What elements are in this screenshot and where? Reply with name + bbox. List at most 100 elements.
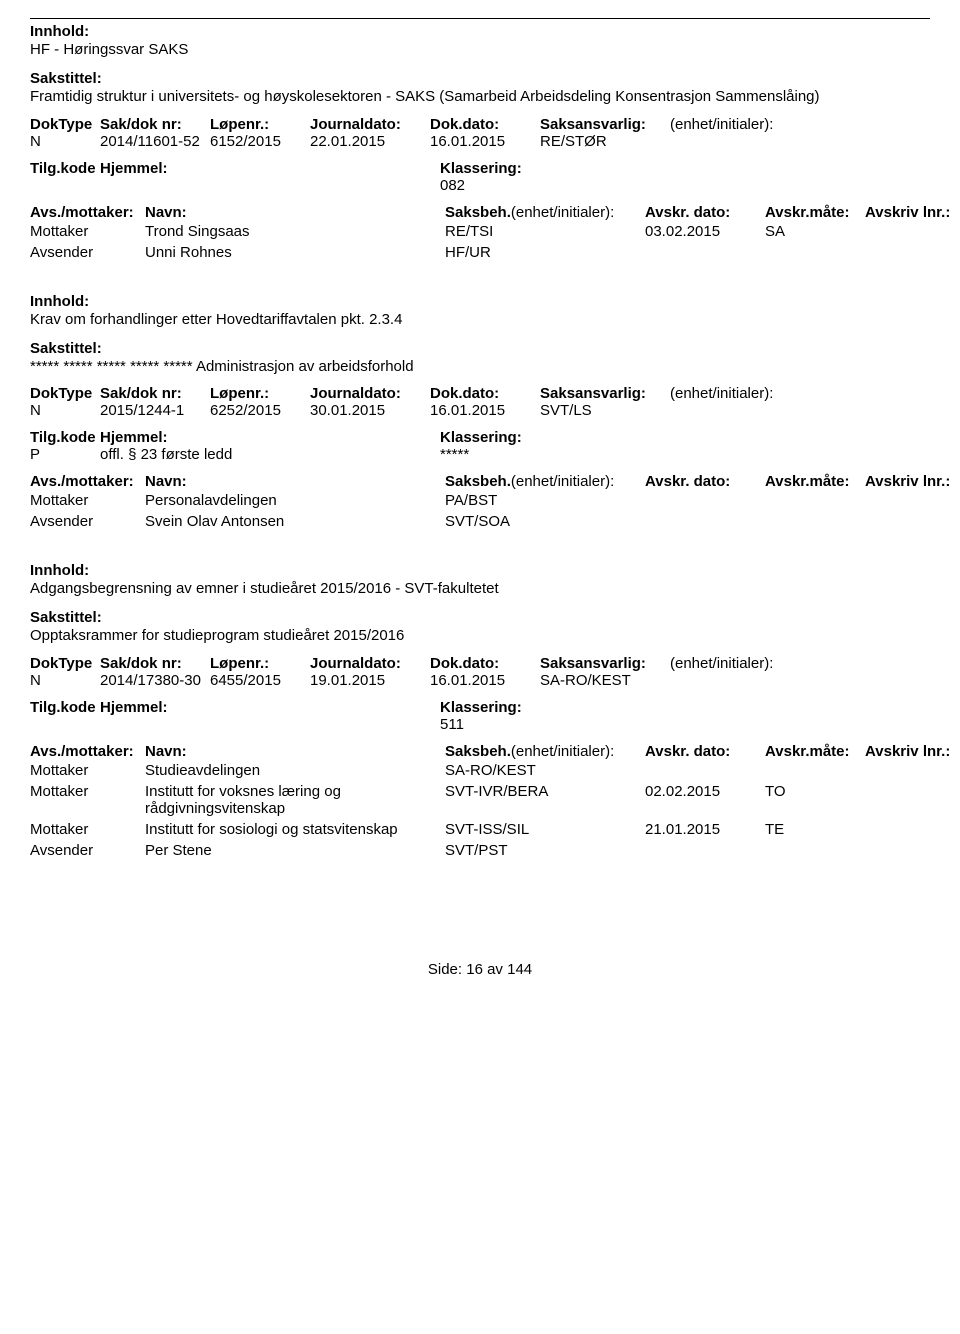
party-cell [645, 760, 765, 781]
parties-header-cell: Avs./mottaker: [30, 204, 145, 221]
party-cell: Per Stene [145, 840, 445, 861]
saksbeh-label: Saksbeh. [445, 743, 511, 760]
klassering-label: Klassering: [440, 429, 640, 446]
party-cell: Avsender [30, 511, 145, 532]
record-value-cell: 30.01.2015 [310, 402, 430, 419]
innhold-label: Innhold: [30, 293, 930, 310]
party-cell: SVT-ISS/SIL [445, 819, 645, 840]
party-row: MottakerInstitutt for voksnes læring og … [30, 781, 930, 819]
hjemmel-value [100, 177, 440, 194]
party-cell: 21.01.2015 [645, 819, 765, 840]
party-cell: Institutt for voksnes læring og rådgivni… [145, 781, 445, 819]
record-value-cell: RE/STØR [540, 133, 670, 150]
record-header-cell: (enhet/initialer): [670, 116, 840, 133]
record-header-cell: Saksansvarlig: [540, 655, 670, 672]
party-cell: Avsender [30, 242, 145, 263]
hjemmel-value [100, 716, 440, 733]
record-value-cell: 22.01.2015 [310, 133, 430, 150]
footer-page: 16 [466, 961, 483, 978]
record-header-cell: Løpenr.: [210, 385, 310, 402]
party-cell [765, 840, 865, 861]
record-header-cell: Saksansvarlig: [540, 385, 670, 402]
parties-header-cell: Navn: [145, 743, 445, 760]
klassering-value: ***** [440, 446, 640, 463]
record-value-cell: N [30, 402, 100, 419]
record-header-cell: Sak/dok nr: [100, 385, 210, 402]
party-cell [765, 242, 865, 263]
innhold-text: HF - Høringssvar SAKS [30, 40, 930, 60]
record-value-cell: SA-RO/KEST [540, 672, 670, 689]
party-cell [645, 840, 765, 861]
party-cell: SVT-IVR/BERA [445, 781, 645, 819]
party-cell [645, 511, 765, 532]
sakstittel-label: Sakstittel: [30, 70, 930, 87]
party-cell: SVT/SOA [445, 511, 645, 532]
party-cell: Mottaker [30, 781, 145, 819]
klassering-value: 082 [440, 177, 640, 194]
parties-header-cell: Saksbeh.(enhet/initialer): [445, 743, 645, 760]
party-cell [865, 760, 960, 781]
sakstittel-text: ***** ***** ***** ***** ***** Administra… [30, 357, 930, 377]
parties-header-cell: Saksbeh.(enhet/initialer): [445, 204, 645, 221]
record-value-cell: 2015/1244-1 [100, 402, 210, 419]
party-cell [865, 242, 960, 263]
record-value-cell [670, 133, 840, 150]
klassering-label: Klassering: [440, 699, 640, 716]
entry-block: Innhold:Adgangsbegrensning av emner i st… [30, 562, 930, 861]
hjemmel-label: Hjemmel: [100, 429, 440, 446]
saksbeh-eh-label: (enhet/initialer): [511, 204, 614, 221]
party-cell: RE/TSI [445, 221, 645, 242]
parties-header-cell: Saksbeh.(enhet/initialer): [445, 473, 645, 490]
record-header-cell: Sak/dok nr: [100, 116, 210, 133]
hjemmel-label: Hjemmel: [100, 160, 440, 177]
party-cell [865, 221, 960, 242]
record-value-row: N2014/11601-526152/201522.01.201516.01.2… [30, 133, 930, 150]
party-cell: SA [765, 221, 865, 242]
saksbeh-label: Saksbeh. [445, 204, 511, 221]
record-header-cell: Løpenr.: [210, 116, 310, 133]
saksbeh-label: Saksbeh. [445, 473, 511, 490]
record-header-row: DokTypeSak/dok nr:Løpenr.:Journaldato:Do… [30, 116, 930, 133]
parties-header-row: Avs./mottaker:Navn:Saksbeh.(enhet/initia… [30, 743, 930, 760]
hjemmel-value-row: 511 [30, 716, 930, 733]
record-header-cell: DokType [30, 655, 100, 672]
page-footer: Side: 16 av 144 [30, 961, 930, 978]
tilgkode-label: Tilg.kode [30, 160, 100, 177]
parties-header-cell: Navn: [145, 204, 445, 221]
party-cell: Mottaker [30, 760, 145, 781]
party-cell [765, 760, 865, 781]
party-cell [645, 242, 765, 263]
record-value-cell: 16.01.2015 [430, 402, 540, 419]
record-header-cell: Dok.dato: [430, 655, 540, 672]
record-value-cell: 6455/2015 [210, 672, 310, 689]
party-cell: TO [765, 781, 865, 819]
tilgkode-label: Tilg.kode [30, 699, 100, 716]
party-cell: Trond Singsaas [145, 221, 445, 242]
record-value-cell: 19.01.2015 [310, 672, 430, 689]
party-cell: SA-RO/KEST [445, 760, 645, 781]
record-header-cell: Journaldato: [310, 655, 430, 672]
party-row: AvsenderSvein Olav AntonsenSVT/SOA [30, 511, 930, 532]
record-header-cell: (enhet/initialer): [670, 385, 840, 402]
record-header-row: DokTypeSak/dok nr:Løpenr.:Journaldato:Do… [30, 655, 930, 672]
hjemmel-header-row: Tilg.kodeHjemmel:Klassering: [30, 160, 930, 177]
party-row: MottakerInstitutt for sosiologi og stats… [30, 819, 930, 840]
record-value-cell [670, 402, 840, 419]
record-header-cell: Dok.dato: [430, 116, 540, 133]
party-cell: TE [765, 819, 865, 840]
parties-header-cell: Avskriv lnr.: [865, 743, 960, 760]
record-value-row: N2015/1244-16252/201530.01.201516.01.201… [30, 402, 930, 419]
record-header-cell: Journaldato: [310, 116, 430, 133]
parties-header-row: Avs./mottaker:Navn:Saksbeh.(enhet/initia… [30, 473, 930, 490]
saksbeh-eh-label: (enhet/initialer): [511, 743, 614, 760]
parties-header-row: Avs./mottaker:Navn:Saksbeh.(enhet/initia… [30, 204, 930, 221]
parties-header-cell: Avskr.måte: [765, 743, 865, 760]
record-value-cell: 6252/2015 [210, 402, 310, 419]
hjemmel-header-row: Tilg.kodeHjemmel:Klassering: [30, 429, 930, 446]
hjemmel-value-row: Poffl. § 23 første ledd***** [30, 446, 930, 463]
tilgkode-label: Tilg.kode [30, 429, 100, 446]
record-header-cell: DokType [30, 116, 100, 133]
footer-sep: av [487, 961, 503, 978]
record-value-cell: N [30, 672, 100, 689]
record-header-cell: DokType [30, 385, 100, 402]
